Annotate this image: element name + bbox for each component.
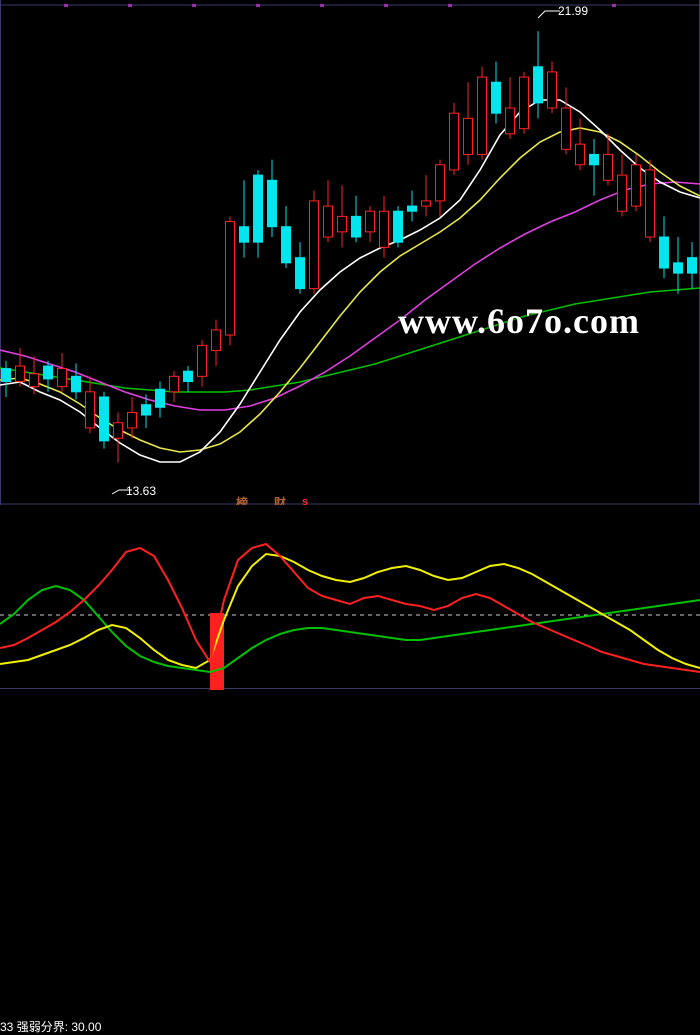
- candle-body: [43, 365, 53, 380]
- candle-body: [491, 81, 501, 114]
- candle-body: [281, 226, 291, 264]
- candle-body: [631, 164, 641, 207]
- candle-body: [15, 365, 25, 382]
- candle-body: [379, 210, 389, 248]
- indicator-lines: [0, 542, 700, 674]
- candle-body: [645, 169, 655, 238]
- candle-body: [589, 153, 599, 166]
- candle-body: [323, 205, 333, 238]
- ma-magenta-line: [0, 181, 700, 411]
- candle-body: [547, 71, 557, 109]
- candle-body: [337, 215, 347, 233]
- candle-body: [197, 344, 207, 377]
- badge-s[interactable]: s: [302, 496, 309, 508]
- main-bg: [0, 0, 700, 505]
- candle-body: [155, 388, 165, 408]
- indicator-title-prefix: 33: [0, 1020, 14, 1034]
- candle-body: [295, 257, 305, 290]
- indicator-yellow-line: [0, 552, 700, 670]
- candle-body: [225, 221, 235, 336]
- sub-bg: [0, 505, 700, 690]
- candle-body: [603, 153, 613, 181]
- indicator-green-line: [0, 584, 700, 674]
- candle-body: [407, 205, 417, 212]
- period-high-label: 21.99: [558, 4, 589, 18]
- candle-body: [85, 391, 95, 429]
- watermark-text: www.6o7o.com: [398, 301, 640, 341]
- candle-body: [393, 210, 403, 243]
- candle-body: [365, 210, 375, 233]
- candle-body: [505, 107, 515, 135]
- candle-body: [575, 143, 585, 166]
- indicator-sub-panel[interactable]: 33 强弱分界: 30.00: [0, 505, 700, 1034]
- candle-body: [519, 76, 529, 130]
- high-annotation-leader: [537, 10, 560, 19]
- candle-body: [435, 164, 445, 202]
- indicator-svg: [0, 505, 700, 690]
- candle-body: [449, 112, 459, 171]
- period-low-label: 13.63: [126, 484, 157, 498]
- candle-body: [533, 66, 543, 104]
- candle-body: [463, 117, 473, 155]
- candle-body: [421, 200, 431, 207]
- candle-body: [57, 368, 67, 388]
- candle-body: [351, 215, 361, 238]
- indicator-title-text: 强弱分界: 30.00: [16, 1020, 102, 1034]
- candle-body: [477, 76, 487, 155]
- candle-body: [673, 262, 683, 274]
- candle-body: [211, 329, 221, 352]
- ma-green-line: [0, 287, 700, 393]
- candle-body: [71, 375, 81, 393]
- candle-body: [1, 368, 11, 382]
- candle-body: [659, 236, 669, 269]
- indicator-red-line: [0, 542, 700, 673]
- candle-body: [687, 257, 697, 274]
- indicator-title: 33 强弱分界: 30.00: [0, 1018, 101, 1035]
- candle-body: [253, 174, 263, 243]
- candle-body: [99, 396, 109, 442]
- kline-main-panel[interactable]: 21.99 13.63 www.6o7o.com 榜 财 s: [0, 0, 700, 510]
- candle-body: [561, 107, 571, 150]
- candle-body: [127, 411, 137, 429]
- candle-body: [183, 370, 193, 382]
- candle-series: [1, 31, 697, 463]
- candle-body: [239, 226, 249, 243]
- candle-body: [617, 174, 627, 212]
- candle-body: [141, 404, 151, 416]
- candle-body: [309, 200, 319, 290]
- candle-body: [113, 422, 123, 439]
- candle-body: [169, 375, 179, 393]
- low-annotation-leader: [111, 489, 132, 495]
- grid-dots: [64, 4, 616, 7]
- candle-body: [267, 179, 277, 228]
- ma-white-line: [0, 99, 700, 463]
- kline-svg: [0, 0, 700, 505]
- candle-body: [29, 373, 39, 388]
